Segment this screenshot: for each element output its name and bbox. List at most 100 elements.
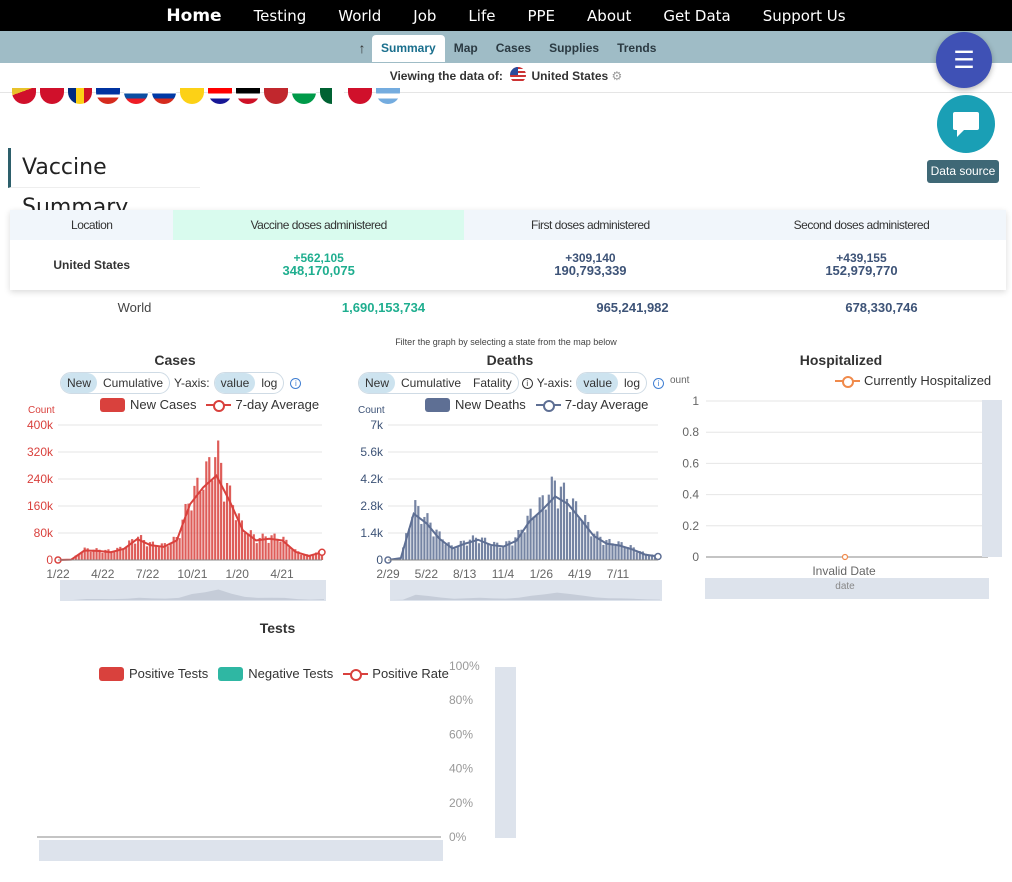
header-vaccine-doses[interactable]: Vaccine doses administered [173,210,464,240]
legend-positive-tests[interactable]: Positive Tests [129,666,209,681]
deaths-fatality-toggle[interactable]: Fatality [473,376,512,390]
flag-icon[interactable] [320,88,344,104]
cell-second-doses: +439,155 152,979,770 [716,240,1006,290]
tests-title: Tests [259,620,296,636]
deaths-value-toggle[interactable]: value [577,373,618,393]
data-source-tooltip: Data source [927,160,999,183]
flag-icon[interactable] [152,88,176,104]
legend-line-marker[interactable] [535,398,561,412]
hospitalized-legend: Currently Hospitalized [835,373,991,388]
hospitalized-chart[interactable]: ount 0 0.2 0.4 0.6 0.8 1 Invalid Date date [670,370,1010,605]
nav-support-us[interactable]: Support Us [762,6,846,25]
x-tick-label: 4/22 [91,567,115,581]
flag-icon[interactable] [376,88,400,104]
nav-job[interactable]: Job [413,6,437,25]
nav-ppe[interactable]: PPE [527,6,556,25]
flag-icon[interactable] [236,88,260,104]
x-tick-label: 4/21 [270,567,294,581]
legend-new-deaths[interactable]: New Deaths [455,397,526,412]
point-marker [841,553,849,561]
flag-icon[interactable] [348,88,372,104]
nav-world[interactable]: World [338,6,382,25]
cases-controls: New Cumulative Y-axis: value log i [60,372,302,394]
tab-summary[interactable]: Summary [372,35,445,62]
nav-home[interactable]: Home [166,5,222,26]
legend-deaths-avg[interactable]: 7-day Average [564,397,649,412]
y-tick-label: 80k [34,526,54,540]
first-total: 190,793,339 [554,263,627,278]
legend-swatch[interactable] [218,666,244,681]
y-tick-label: 0.4 [682,488,699,502]
flag-icon[interactable] [208,88,232,104]
legend-negative-tests[interactable]: Negative Tests [248,666,334,681]
menu-button[interactable]: ☰ [936,32,992,88]
second-increase: +439,155 [836,251,887,265]
tab-trends[interactable]: Trends [617,41,657,55]
cases-mode-toggle: New Cumulative [60,372,171,394]
flag-icon[interactable] [12,88,36,104]
table-row-world[interactable]: World 1,690,153,734 965,241,982 678,330,… [10,300,1006,318]
deaths-yaxis-label: Y-axis: [536,376,573,390]
legend-currently-hospitalized[interactable]: Currently Hospitalized [864,373,992,388]
series-line [387,495,659,561]
y-tick-label: 20% [449,796,473,810]
flag-icon[interactable] [264,88,288,104]
doses-increase: +562,105 [293,251,344,265]
nav-testing[interactable]: Testing [253,6,307,25]
flag-icon[interactable] [124,88,148,104]
flag-icon[interactable] [292,88,316,104]
legend-line-marker[interactable] [343,667,369,681]
cases-cumulative-toggle[interactable]: Cumulative [103,376,164,390]
legend-swatch[interactable] [100,397,125,412]
deaths-cumulative-toggle[interactable]: Cumulative [401,376,462,390]
cases-new-toggle[interactable]: New [61,373,98,393]
deaths-new-toggle[interactable]: New [359,373,396,393]
tab-supplies[interactable]: Supplies [549,41,600,55]
flag-icon[interactable] [96,88,120,104]
x-tick-label: 11/4 [492,567,515,581]
header-second-doses[interactable]: Second doses administered [716,210,1006,240]
y-tick-label: 1 [692,394,699,408]
first-increase: +309,140 [565,251,616,265]
cases-chart[interactable]: 0 80k 160k 240k 320k 400k Count 1/22 4/22 7/22 10/… [0,400,340,605]
tab-cases[interactable]: Cases [495,41,532,55]
nav-about[interactable]: About [587,6,632,25]
table-row-us[interactable]: United States +562,105 348,170,075 +309,… [10,240,1006,290]
data-source-chat-button[interactable] [937,95,995,153]
deaths-mode-toggle: New Cumulative Fatality [358,372,519,394]
legend-line-marker[interactable] [206,398,232,412]
nav-get-data[interactable]: Get Data [663,6,731,25]
legend-positive-rate[interactable]: Positive Rate [372,666,449,681]
y-tick-label: 7k [370,418,384,432]
deaths-chart[interactable]: 0 1.4k 2.8k 4.2k 5.6k 7k Count 2/29 5/22 8/13 11/4… [340,400,670,605]
zoom-slider-preview [390,592,660,600]
flag-icon[interactable] [40,88,64,104]
deaths-log-toggle[interactable]: log [624,376,641,390]
viewing-country[interactable]: United States [531,69,609,83]
legend-line-marker[interactable] [835,374,860,388]
header-location[interactable]: Location [10,210,174,240]
arrow-up-icon[interactable]: ↑ [358,40,366,56]
flag-icon[interactable] [68,88,92,104]
legend-swatch[interactable] [99,666,124,681]
y-tick-label: 40% [449,762,473,776]
country-flags-row [12,88,400,104]
info-icon[interactable]: i [521,377,533,389]
tab-map[interactable]: Map [453,41,478,55]
world-first-doses: 965,241,982 [596,300,669,315]
flag-icon[interactable] [180,88,204,104]
y-axis-label: ount [670,375,690,386]
legend-cases-avg[interactable]: 7-day Average [235,397,320,412]
cases-value-toggle[interactable]: value [214,373,256,393]
info-icon[interactable]: i [290,377,302,389]
tests-chart[interactable]: 0% 20% 40% 60% 80% 100% [0,655,530,870]
deaths-title: Deaths [486,352,534,368]
cases-log-toggle[interactable]: log [261,376,278,390]
legend-swatch[interactable] [425,397,450,412]
gear-icon[interactable]: ⚙ [611,69,623,83]
y-tick-label: 0 [692,550,699,564]
header-first-doses[interactable]: First doses administered [463,210,717,240]
legend-new-cases[interactable]: New Cases [130,397,197,412]
info-icon[interactable]: i [653,377,665,389]
nav-life[interactable]: Life [468,6,496,25]
